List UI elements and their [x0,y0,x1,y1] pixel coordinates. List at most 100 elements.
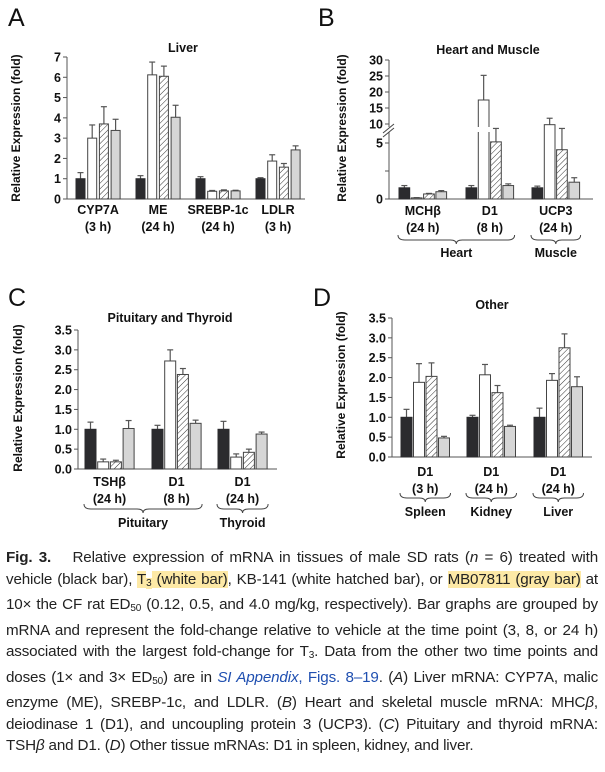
group-brace [399,492,451,503]
bar-MB07811 [255,433,268,470]
caption-text: (white bar) [151,570,228,588]
category-label: ME [149,203,168,217]
y-tick-label: 0.5 [55,443,72,457]
caption-text: Relative expression of mRNA in tissues o… [51,549,470,566]
bar-MB07811 [571,386,583,458]
bar-vehicle [255,178,266,200]
category-timepoint: (24 h) [141,220,174,234]
bar-T3 [147,74,158,200]
y-axis-label: Relative Expression (fold) [334,311,348,458]
caption-text: ) Liver mRNA: CYP7A, malic enzyme (ME), … [6,668,599,712]
y-tick-label: 15 [369,102,383,116]
y-tick-label: 1.5 [55,403,72,417]
group-label: Muscle [535,246,577,260]
y-axis-label: Relative Expression (fold) [9,54,23,201]
category-label: MCHβ [405,204,441,218]
group-label: Thyroid [220,516,266,530]
category-label: D1 [417,465,433,479]
category-label: D1 [482,204,498,218]
group-brace [530,234,582,245]
y-tick-label: 3.0 [55,343,72,357]
bar-vehicle [400,416,413,458]
y-tick-label: 7 [54,51,61,65]
bar-vehicle [195,178,206,200]
bar-KB141 [109,461,122,470]
panel-title: Heart and Muscle [436,43,540,57]
y-tick-label: 1.0 [369,411,386,425]
bar-MB07811 [504,425,516,458]
category-label: D1 [550,465,566,479]
y-axis-label: Relative Expression (fold) [335,54,349,201]
bar-KB141 [158,75,169,200]
caption-text: ) Other tissue mRNAs: D1 in spleen, kidn… [120,737,474,754]
caption-text: T [137,570,147,588]
y-tick-label: 2.5 [55,363,72,377]
caption-text: 50 [152,675,164,687]
caption-text: ) Pituitary and thyroid mRNA: TSH [6,715,598,755]
bar-KB141 [490,141,502,200]
category-timepoint: (24 h) [93,492,126,506]
group-label: Liver [543,505,573,519]
category-timepoint: (8 h) [477,221,503,235]
category-label: LDLR [261,203,294,217]
panel-letter: A [8,4,25,32]
caption-text: , deiodinase 1 (D1), and uncoupling prot… [6,694,598,733]
category-label: UCP3 [539,204,572,218]
y-tick-label: 20 [369,86,383,100]
bar-KB141 [423,193,435,200]
si-appendix-link[interactable]: SI Appendix [217,668,299,686]
panel-letter: C [8,284,26,312]
caption-text: . Data from the other two time points an… [6,643,598,686]
caption-text: B [281,694,292,711]
bar-KB141 [218,190,229,200]
bar-T3 [410,197,423,200]
y-tick-label: 30 [369,54,383,68]
y-tick-label: 3.0 [369,331,386,345]
y-tick-label: 3.5 [55,324,72,338]
bar-vehicle [465,187,478,200]
bar-MB07811 [122,427,135,470]
y-tick-label: 0.0 [369,451,386,465]
si-appendix-link[interactable]: , Figs. 8–19 [298,668,379,686]
y-tick-label: 4 [54,111,61,125]
caption-text: 50 [130,603,142,614]
caption-text: (0.12, 0.5, and 4.0 mg/kg, respectively)… [6,596,598,660]
y-tick-label: 1.5 [369,391,386,405]
y-tick-label: 5 [376,137,383,151]
panel-letter: D [313,284,331,312]
group-label: Heart [440,246,473,260]
bar-vehicle [533,416,546,458]
caption-text: at 10× the CF rat ED [6,570,598,614]
panel-title: Other [475,298,508,312]
bar-T3 [413,381,425,458]
y-tick-label: 3 [54,132,61,146]
bar-KB141 [556,149,568,200]
bar-T3 [164,360,177,470]
y-tick-label: 25 [369,70,383,84]
caption-text: β [35,737,45,754]
group-brace [397,234,516,245]
category-label: D1 [235,475,251,489]
group-label: Kidney [470,505,512,519]
bar-T3 [543,124,556,200]
caption-text: n [469,549,479,566]
panel-title: Pituitary and Thyroid [107,311,232,325]
y-tick-label: 0.0 [55,463,72,477]
bar-T3 [97,461,110,470]
y-tick-label: 3.5 [369,312,386,326]
bar-vehicle [151,428,164,470]
y-tick-label: 1.0 [55,423,72,437]
y-tick-label: 6 [54,71,61,85]
bar-MB07811 [438,437,450,458]
bar-KB141 [425,375,438,458]
group-label: Spleen [405,505,446,519]
category-label: SREBP-1c [187,203,248,217]
category-label: D1 [169,475,185,489]
bar-vehicle [75,178,86,200]
caption-text: ) Heart and skeletal muscle mRNA: MHC [291,694,586,711]
caption-text: 3 [308,650,315,661]
category-timepoint: (24 h) [406,221,439,235]
bar-MB07811 [502,185,515,200]
panel-title: Liver [168,41,198,55]
